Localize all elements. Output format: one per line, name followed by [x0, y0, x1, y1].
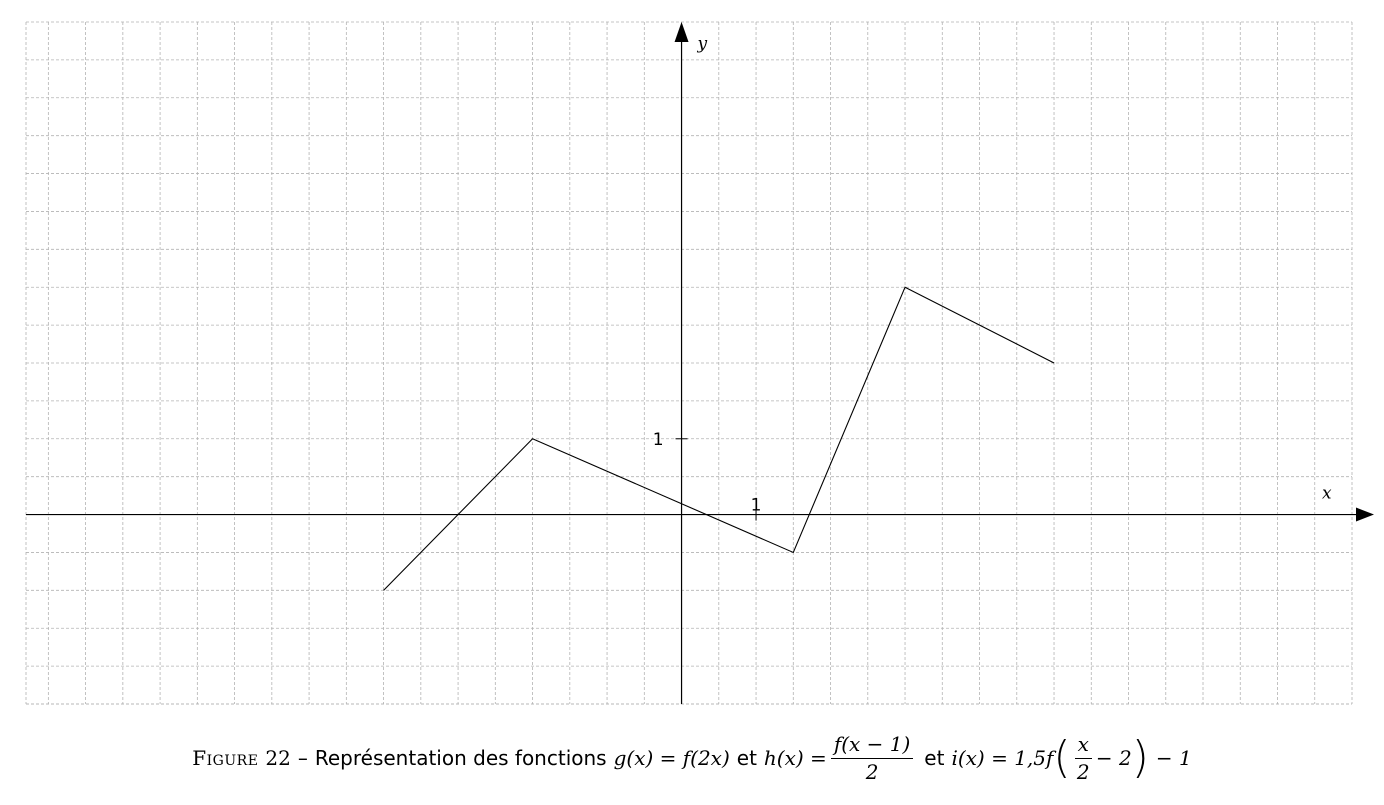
caption-i-numerator: x: [1074, 732, 1092, 759]
caption-h-fraction: f(x − 1) 2: [830, 732, 914, 784]
caption-i-inner-rest: − 2: [1095, 746, 1132, 770]
y-axis-label: y: [697, 34, 708, 54]
caption-conjunction-2: et: [924, 746, 945, 770]
y-tick-label: 1: [653, 430, 664, 450]
axis-ticks: 11: [653, 430, 762, 521]
x-tick-label: 1: [751, 496, 762, 516]
caption-figure-number: 22: [265, 746, 291, 770]
caption-figure-word: Figure: [192, 746, 259, 770]
caption-g-definition: g(x) = f(2x): [613, 746, 730, 770]
x-axis-label: x: [1322, 484, 1332, 504]
caption-conjunction-1: et: [736, 746, 757, 770]
caption-h-numerator: f(x − 1): [830, 732, 914, 759]
caption-i-tail: − 1: [1155, 746, 1192, 770]
caption-h-denominator: 2: [865, 759, 879, 784]
grid: [25, 21, 1353, 705]
caption-i-paren-open: (: [1053, 732, 1071, 783]
caption-i-denominator: 2: [1076, 759, 1090, 784]
caption-text: Représentation des fonctions: [314, 746, 607, 770]
x-axis-arrowhead: [1356, 507, 1374, 522]
y-axis-arrowhead: [674, 22, 689, 42]
caption-i-lhs: i(x) = 1,5f: [951, 746, 1054, 770]
series-group: [383, 286, 1055, 591]
series-line: [383, 286, 1055, 591]
caption-i-paren-close: ): [1131, 732, 1149, 783]
function-graph: x y 11: [25, 21, 1374, 705]
caption-dash: –: [297, 746, 308, 770]
caption-i-fraction: x 2: [1074, 732, 1092, 784]
figure-caption: Figure 22 – Représentation des fonctions…: [0, 728, 1384, 788]
caption-h-lhs: h(x) =: [763, 746, 827, 770]
